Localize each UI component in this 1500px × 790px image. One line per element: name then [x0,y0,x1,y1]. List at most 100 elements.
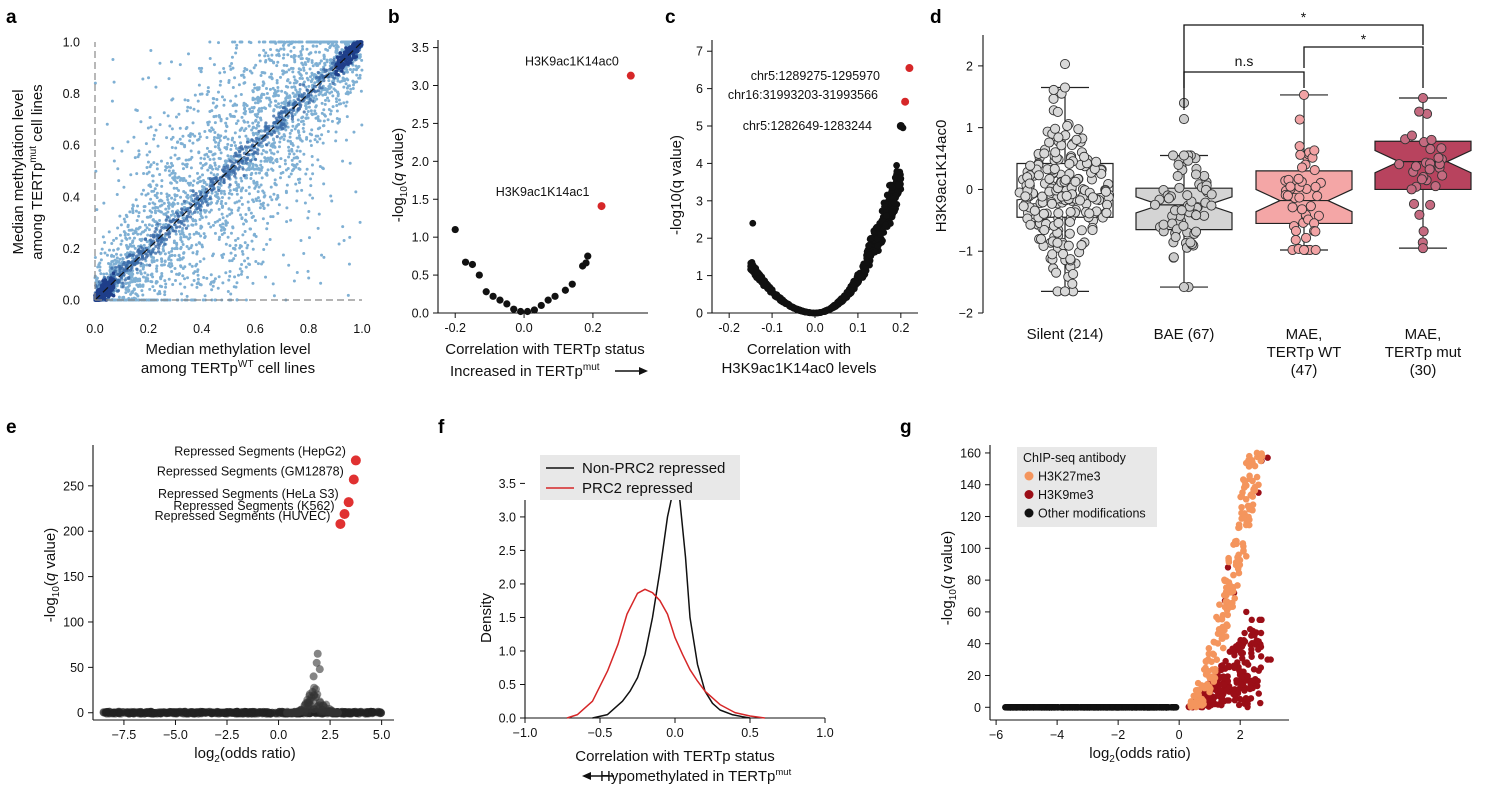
data-point [137,211,141,215]
data-point [257,40,261,44]
data-point [298,149,302,153]
data-point [268,195,272,199]
data-point [305,40,309,44]
data-point [335,100,339,104]
data-point [129,173,133,177]
data-point-dense [264,121,268,125]
data-point [179,265,183,269]
data-point [294,156,298,160]
data-point [117,179,121,183]
data-point [276,150,280,154]
data-point [302,130,306,134]
data-point [225,125,229,129]
data-point [345,100,349,104]
data-point [275,79,279,83]
data-point [173,198,177,202]
data-point [248,107,252,111]
data-point-dense [134,254,139,258]
x-axis-label-line2: among TERTpWT cell lines [141,359,315,377]
data-point-dense [193,197,198,201]
data-point [196,268,200,272]
data-point [881,203,889,210]
data-point [116,247,120,251]
data-point [339,102,343,106]
data-point [315,44,319,48]
data-point-dense [302,110,306,114]
data-point [152,161,156,165]
data-point [311,196,315,200]
data-point [124,286,128,290]
data-point [217,165,221,169]
data-point [283,162,287,166]
data-point [277,54,281,58]
data-point [201,173,205,177]
data-point [1312,191,1323,202]
data-point [278,140,282,144]
data-point [250,128,254,132]
data-point [343,79,347,83]
data-point-dense [200,201,205,205]
data-point-dense [228,159,232,163]
data-point [265,227,269,231]
data-point [325,58,329,62]
data-point [193,218,197,222]
data-point [348,67,352,71]
outlier-point [1059,58,1071,70]
data-point [310,59,314,63]
data-point [131,239,135,243]
data-point [136,204,140,208]
data-point [1087,192,1098,203]
data-point [310,112,314,116]
data-point [308,132,312,136]
data-point [275,81,279,85]
data-point [314,112,318,116]
data-point [149,125,153,129]
data-point-dense [191,189,195,193]
data-point [250,167,254,171]
data-point [98,268,102,272]
data-point [103,251,107,255]
data-point [252,66,256,70]
data-point [1024,178,1035,189]
data-point [320,40,324,44]
data-point-dense [243,145,248,149]
data-point-dense [156,242,160,246]
data-point [300,57,304,61]
data-point [161,247,165,251]
data-point [211,167,215,171]
data-point [200,243,204,247]
data-point-dense [117,280,121,284]
data-point [168,265,172,269]
data-point [99,272,103,276]
data-point [510,305,518,313]
data-point [124,236,128,240]
data-point [213,220,217,224]
data-point [185,109,189,113]
data-point [135,109,139,113]
data-point [199,212,203,216]
data-point [302,66,306,70]
data-point [228,188,232,192]
data-point [181,274,185,278]
data-point [224,121,228,125]
data-point [193,270,197,274]
data-point [282,133,286,137]
data-point [175,180,179,184]
data-point [253,86,257,90]
data-point [149,163,153,167]
data-point [210,109,214,113]
data-point [264,275,268,279]
data-point [190,223,194,227]
data-point [176,202,180,206]
data-point [223,98,227,102]
data-point [257,166,261,170]
data-point [210,191,214,195]
data-point [1033,170,1044,181]
y-tick-label: 0 [77,706,84,720]
data-point [334,49,338,53]
data-point [212,63,216,67]
data-point [232,285,236,289]
data-point [290,128,294,132]
data-point [260,262,264,266]
data-point [310,155,314,159]
